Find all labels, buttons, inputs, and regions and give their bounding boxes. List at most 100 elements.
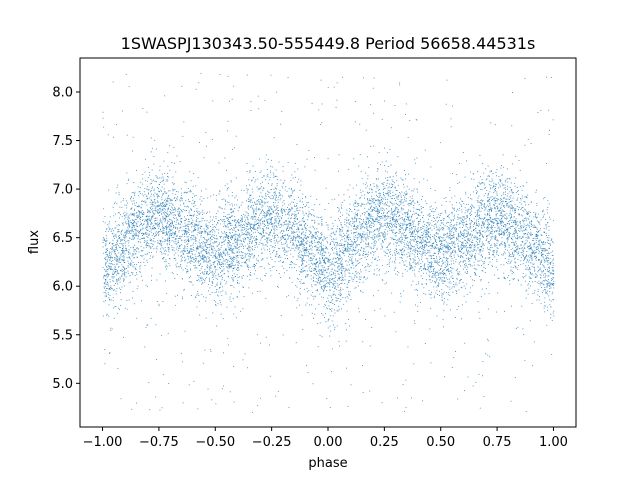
data-point xyxy=(309,231,311,232)
data-point xyxy=(195,238,197,240)
data-point xyxy=(406,192,408,194)
data-point xyxy=(209,270,211,272)
data-point xyxy=(527,139,529,140)
data-point xyxy=(239,236,241,238)
data-point xyxy=(336,300,338,301)
data-point xyxy=(255,224,256,226)
data-point xyxy=(256,278,258,279)
data-point xyxy=(105,263,106,265)
data-point xyxy=(170,200,172,202)
data-point xyxy=(198,225,200,226)
data-point xyxy=(493,231,495,233)
data-point xyxy=(429,216,431,217)
data-point xyxy=(264,216,266,218)
data-point xyxy=(520,257,522,259)
data-point xyxy=(269,253,271,255)
data-point xyxy=(352,187,354,189)
data-point xyxy=(447,244,449,246)
data-point xyxy=(412,262,414,263)
data-point xyxy=(347,291,349,293)
data-point xyxy=(481,189,483,191)
data-point xyxy=(529,320,531,322)
data-point xyxy=(228,235,229,237)
data-point xyxy=(308,216,310,218)
data-point xyxy=(139,187,141,188)
data-point xyxy=(462,223,464,225)
data-point xyxy=(489,191,491,193)
data-point xyxy=(246,234,248,236)
data-point xyxy=(434,238,436,240)
data-point xyxy=(376,184,378,186)
data-point xyxy=(143,233,144,235)
data-point xyxy=(489,205,491,207)
data-point xyxy=(551,267,553,269)
data-point xyxy=(501,182,503,184)
data-point xyxy=(465,301,467,303)
data-point xyxy=(542,248,544,249)
data-point xyxy=(158,231,160,232)
data-point xyxy=(469,254,471,256)
data-point xyxy=(453,281,454,283)
data-point xyxy=(214,255,216,257)
data-point xyxy=(238,225,240,226)
data-point xyxy=(325,268,327,270)
data-point xyxy=(344,283,346,284)
data-point xyxy=(531,249,533,251)
data-point xyxy=(331,278,332,280)
data-point xyxy=(470,208,472,210)
data-point xyxy=(467,251,469,253)
data-point xyxy=(222,251,224,253)
data-point xyxy=(269,215,271,217)
data-point xyxy=(267,190,268,192)
data-point xyxy=(238,236,240,238)
data-point xyxy=(116,263,118,265)
data-point xyxy=(482,200,484,202)
data-point xyxy=(495,183,497,185)
data-point xyxy=(552,242,554,244)
data-point xyxy=(209,259,210,261)
data-point xyxy=(509,233,511,234)
data-point xyxy=(373,183,375,185)
data-point xyxy=(295,206,297,207)
data-point xyxy=(496,230,498,232)
data-point xyxy=(367,213,369,215)
data-point xyxy=(195,267,197,269)
data-point xyxy=(261,206,263,208)
data-point xyxy=(353,218,355,220)
data-point xyxy=(339,234,340,236)
data-point xyxy=(265,244,267,246)
data-point xyxy=(350,276,352,278)
data-point xyxy=(455,317,456,318)
data-point xyxy=(530,233,532,235)
data-point xyxy=(184,245,186,247)
data-point xyxy=(481,233,483,235)
data-point xyxy=(300,244,302,246)
data-point xyxy=(317,281,319,283)
data-point xyxy=(195,240,196,242)
data-point xyxy=(167,176,168,177)
data-point xyxy=(502,185,504,186)
data-point xyxy=(540,270,542,272)
data-point xyxy=(338,274,340,275)
data-point xyxy=(198,300,200,302)
data-point xyxy=(248,246,250,248)
data-point xyxy=(235,195,237,197)
data-point xyxy=(160,245,162,247)
data-point xyxy=(237,199,238,201)
data-point xyxy=(151,228,153,230)
data-point xyxy=(245,211,247,213)
data-point xyxy=(134,257,136,259)
data-point xyxy=(182,298,183,300)
data-point xyxy=(391,187,392,188)
data-point xyxy=(505,225,507,226)
data-point xyxy=(198,295,200,296)
data-point xyxy=(338,257,339,259)
data-point xyxy=(377,200,379,202)
data-point xyxy=(216,282,218,284)
data-point xyxy=(471,255,473,256)
data-point xyxy=(522,241,524,243)
data-point xyxy=(305,232,307,234)
data-point xyxy=(422,221,424,223)
data-point xyxy=(317,323,319,324)
data-point xyxy=(468,240,470,242)
